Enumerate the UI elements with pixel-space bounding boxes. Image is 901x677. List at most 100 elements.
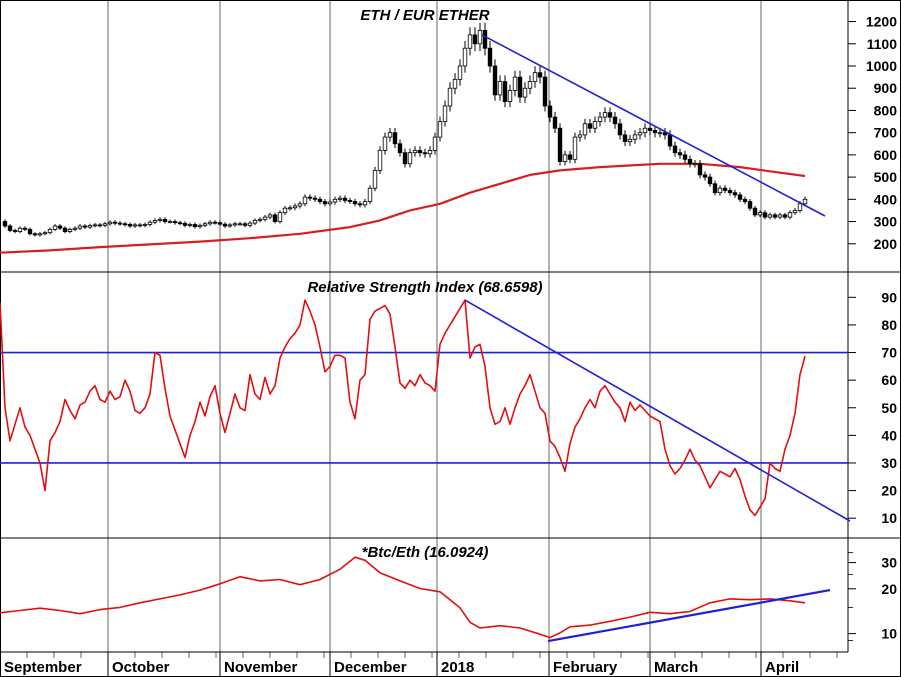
candle-body — [257, 218, 263, 221]
candle-body — [547, 105, 553, 118]
candle-body — [22, 227, 28, 230]
month-label: December — [334, 659, 407, 676]
candle-body — [732, 192, 738, 196]
candle-body — [272, 214, 278, 222]
candle-body — [537, 72, 543, 78]
candle-body — [217, 222, 223, 225]
candle-body — [552, 116, 558, 129]
y-tick-label: 40 — [881, 427, 897, 443]
price-candles — [2, 22, 808, 237]
month-label: April — [765, 659, 799, 676]
candle-body — [302, 196, 308, 205]
candle-body — [162, 218, 168, 222]
btc-eth-line — [0, 556, 806, 639]
rsi-panel-title: Relative Strength Index (68.6598) — [307, 279, 542, 296]
candle-body — [2, 221, 8, 227]
y-tick-label: 600 — [874, 147, 898, 163]
candle-body — [32, 233, 38, 236]
y-tick-label: 1200 — [866, 14, 897, 30]
candle-body — [262, 216, 268, 220]
price-panel: ETH / EUR ETHER 200 300 400 500 600 700 800 900… — [0, 7, 898, 254]
candle-body — [227, 224, 233, 227]
candle-body — [237, 223, 243, 226]
candle-body — [197, 224, 203, 228]
candle-body — [782, 214, 788, 218]
candle-body — [7, 225, 13, 231]
candle-body — [317, 198, 323, 202]
candle-body — [632, 134, 638, 140]
candle-body — [137, 224, 143, 227]
candle-body — [67, 228, 73, 232]
btc-eth-panel-title: *Btc/Eth (16.0924) — [362, 544, 489, 561]
month-label: September — [4, 659, 82, 676]
y-tick-label: 500 — [874, 169, 898, 185]
candle-body — [327, 201, 333, 205]
candle-body — [447, 87, 453, 107]
candle-body — [372, 170, 378, 189]
candle-body — [737, 194, 743, 200]
month-label: March — [654, 659, 698, 676]
candle-body — [212, 221, 218, 224]
candle-body — [797, 203, 803, 211]
candle-body — [487, 47, 493, 67]
candle-body — [792, 210, 798, 214]
candle-body — [132, 224, 138, 227]
candle-body — [647, 127, 653, 131]
month-label: November — [224, 659, 298, 676]
y-tick-label: 60 — [881, 372, 897, 388]
candle-body — [662, 132, 668, 136]
candle-body — [702, 174, 708, 178]
candle-body — [292, 205, 298, 209]
candle-body — [557, 127, 563, 162]
candle-body — [87, 225, 93, 228]
candle-body — [267, 214, 273, 218]
candle-body — [467, 34, 473, 49]
candle-body — [442, 105, 448, 122]
candle-body — [72, 227, 78, 230]
price-moving-average — [0, 162, 806, 254]
candle-body — [92, 224, 98, 227]
candle-body — [427, 150, 433, 155]
candle-body — [722, 187, 728, 191]
price-panel-title: ETH / EUR ETHER — [360, 7, 489, 24]
candle-body — [497, 81, 503, 96]
candle-body — [392, 132, 398, 145]
candle-body — [577, 134, 583, 138]
candle-body — [752, 207, 758, 216]
candle-body — [27, 228, 33, 235]
candle-body — [152, 220, 158, 223]
candle-body — [307, 196, 313, 199]
candle-body — [607, 112, 613, 118]
btc-eth-panel: *Btc/Eth (16.0924) 10 20 30 — [0, 544, 897, 643]
y-tick-label: 30 — [881, 455, 897, 471]
candle-body — [637, 132, 643, 136]
candle-body — [787, 212, 793, 218]
candle-body — [657, 132, 663, 135]
y-tick-label: 300 — [874, 214, 898, 230]
rsi-axis-ticks: 10 20 30 40 50 60 70 80 90 — [848, 289, 897, 526]
candle-body — [422, 152, 428, 155]
y-tick-label: 20 — [881, 581, 897, 597]
candle-body — [397, 143, 403, 154]
candle-body — [727, 190, 733, 194]
candle-body — [802, 198, 808, 205]
candle-body — [167, 221, 173, 223]
y-tick-label: 800 — [874, 102, 898, 118]
candle-body — [187, 224, 193, 226]
candle-body — [377, 150, 383, 171]
candle-body — [402, 152, 408, 165]
candle-body — [597, 116, 603, 122]
candle-body — [117, 222, 123, 225]
btc-eth-series-line — [0, 556, 806, 639]
rsi-series-line — [0, 299, 806, 517]
candle-body — [347, 200, 353, 202]
y-tick-label: 50 — [881, 400, 897, 416]
candle-body — [287, 207, 293, 210]
candle-body — [232, 223, 238, 226]
y-tick-label: 200 — [874, 236, 898, 252]
candle-body — [567, 154, 573, 160]
month-label: 2018 — [441, 659, 474, 676]
candle-body — [297, 203, 303, 207]
candle-body — [142, 224, 148, 226]
